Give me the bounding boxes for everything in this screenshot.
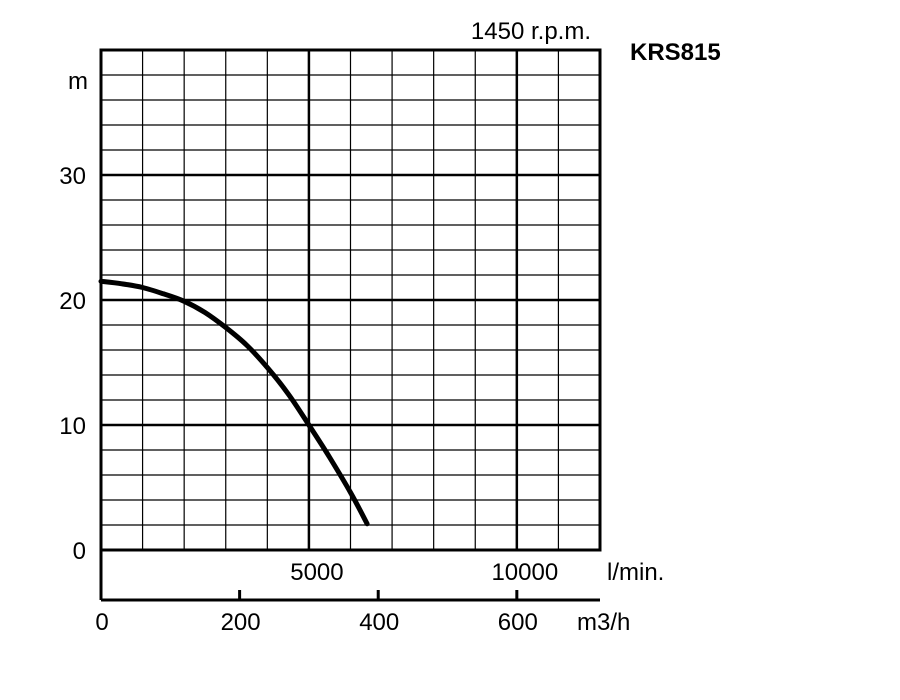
head-flow-curve: [98, 278, 370, 527]
y-tick-label: 20: [59, 288, 86, 315]
plot-frame: [99, 48, 602, 552]
chart-title: KRS815: [630, 39, 721, 66]
m3h-tick-label: 400: [359, 609, 399, 636]
lpm-tick-label: 5000: [290, 559, 343, 586]
y-axis-label: m: [68, 68, 88, 95]
lpm-tick-label: 10000: [491, 559, 558, 586]
m3h-tick-marks: [238, 590, 519, 600]
y-tick-label: 0: [73, 538, 86, 565]
y-tick-label: 30: [59, 163, 86, 190]
m3h-tick-label: 0: [95, 609, 108, 636]
major-gridlines: [101, 50, 600, 550]
chart-subtitle: 1450 r.p.m.: [471, 18, 591, 45]
y-tick-labels: 0 10 20 30: [59, 163, 86, 565]
lpm-axis-label: l/min.: [607, 559, 664, 586]
y-tick-label: 10: [59, 413, 86, 440]
m3h-tick-label: 600: [498, 609, 538, 636]
m3h-tick-labels: 0 200 400 600: [95, 609, 538, 636]
lpm-tick-labels: 5000 10000: [290, 559, 558, 586]
m3h-axis-label: m3/h: [577, 609, 630, 636]
m3h-tick-label: 200: [221, 609, 261, 636]
